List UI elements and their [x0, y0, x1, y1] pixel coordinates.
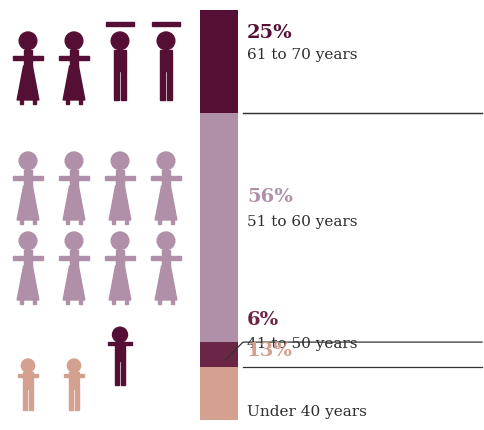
Bar — [20, 300, 23, 304]
Bar — [66, 300, 69, 304]
Bar — [152, 22, 179, 26]
Bar — [160, 50, 172, 71]
Circle shape — [65, 32, 83, 50]
Bar — [13, 176, 43, 180]
Bar — [170, 300, 174, 304]
Polygon shape — [63, 266, 85, 300]
Bar — [18, 374, 38, 377]
Polygon shape — [109, 266, 131, 300]
Text: 61 to 70 years: 61 to 70 years — [246, 48, 357, 62]
Bar — [170, 220, 174, 224]
Circle shape — [19, 152, 37, 170]
Bar — [33, 100, 36, 104]
Circle shape — [111, 152, 129, 170]
Circle shape — [65, 152, 83, 170]
Bar — [151, 256, 181, 260]
Bar — [59, 256, 89, 260]
Bar — [112, 300, 115, 304]
Circle shape — [157, 32, 174, 50]
Bar — [24, 250, 32, 266]
Bar — [59, 56, 89, 60]
Circle shape — [19, 232, 37, 250]
Bar — [24, 170, 32, 186]
Polygon shape — [17, 266, 39, 300]
Text: Under 40 years: Under 40 years — [246, 405, 366, 419]
Polygon shape — [155, 186, 177, 220]
Bar — [114, 71, 119, 100]
Circle shape — [19, 32, 37, 50]
Bar — [199, 367, 238, 420]
Bar — [115, 170, 124, 186]
Bar — [112, 220, 115, 224]
Circle shape — [65, 232, 83, 250]
Circle shape — [21, 359, 34, 372]
Polygon shape — [63, 186, 85, 220]
Bar — [161, 170, 170, 186]
Bar — [106, 22, 133, 26]
Polygon shape — [17, 186, 39, 220]
Bar — [66, 220, 69, 224]
Bar — [75, 389, 78, 410]
Polygon shape — [63, 66, 85, 100]
Bar — [157, 220, 161, 224]
Text: 13%: 13% — [246, 342, 292, 360]
Bar — [64, 374, 84, 377]
Bar — [69, 250, 78, 266]
Bar — [33, 300, 36, 304]
Bar — [124, 220, 128, 224]
Bar — [199, 342, 238, 367]
Circle shape — [111, 232, 129, 250]
Bar — [115, 342, 125, 361]
Bar — [124, 300, 128, 304]
Bar — [78, 100, 82, 104]
Bar — [121, 361, 125, 385]
Circle shape — [157, 232, 174, 250]
Circle shape — [111, 32, 129, 50]
Bar — [78, 220, 82, 224]
Circle shape — [67, 359, 80, 372]
Bar — [13, 56, 43, 60]
Bar — [151, 176, 181, 180]
Bar — [114, 50, 126, 71]
Bar — [69, 389, 73, 410]
Bar — [105, 256, 135, 260]
Bar — [199, 10, 238, 113]
Bar — [115, 250, 124, 266]
Bar — [69, 50, 78, 66]
Text: 41 to 50 years: 41 to 50 years — [246, 337, 357, 351]
Bar — [33, 220, 36, 224]
Bar — [78, 300, 82, 304]
Bar — [108, 342, 131, 345]
Bar — [20, 100, 23, 104]
Polygon shape — [155, 266, 177, 300]
Bar — [24, 50, 32, 66]
Bar — [69, 170, 78, 186]
Bar — [23, 389, 27, 410]
Bar — [20, 220, 23, 224]
Bar — [157, 300, 161, 304]
Bar — [199, 113, 238, 342]
Bar — [69, 372, 78, 389]
Text: 6%: 6% — [246, 311, 279, 329]
Circle shape — [157, 152, 174, 170]
Text: 25%: 25% — [246, 24, 292, 42]
Bar — [23, 372, 32, 389]
Bar — [115, 361, 119, 385]
Bar — [105, 176, 135, 180]
Bar — [59, 176, 89, 180]
Bar — [161, 250, 170, 266]
Bar — [121, 71, 126, 100]
Bar — [167, 71, 172, 100]
Polygon shape — [17, 66, 39, 100]
Polygon shape — [109, 186, 131, 220]
Text: 56%: 56% — [246, 188, 292, 206]
Bar — [13, 256, 43, 260]
Bar — [29, 389, 32, 410]
Bar — [66, 100, 69, 104]
Circle shape — [112, 327, 127, 342]
Bar — [160, 71, 164, 100]
Text: 51 to 60 years: 51 to 60 years — [246, 215, 357, 229]
